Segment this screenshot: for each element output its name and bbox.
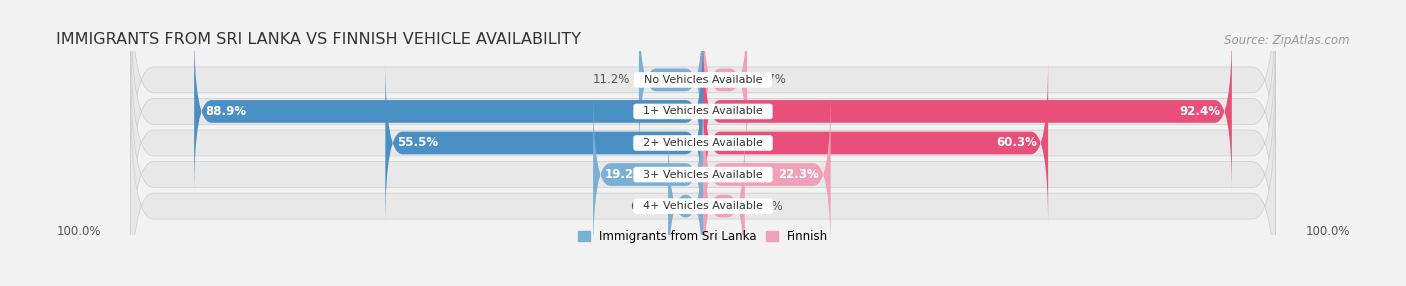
Text: 55.5%: 55.5% [396, 136, 437, 150]
FancyBboxPatch shape [131, 0, 1275, 225]
Text: 1+ Vehicles Available: 1+ Vehicles Available [636, 106, 770, 116]
FancyBboxPatch shape [703, 28, 1232, 195]
Text: 4+ Vehicles Available: 4+ Vehicles Available [636, 201, 770, 211]
Legend: Immigrants from Sri Lanka, Finnish: Immigrants from Sri Lanka, Finnish [578, 230, 828, 243]
FancyBboxPatch shape [131, 30, 1275, 256]
FancyBboxPatch shape [703, 123, 745, 286]
Text: 7.7%: 7.7% [755, 74, 786, 86]
Text: 88.9%: 88.9% [205, 105, 246, 118]
Text: 3+ Vehicles Available: 3+ Vehicles Available [636, 170, 770, 180]
FancyBboxPatch shape [131, 61, 1275, 286]
Text: 100.0%: 100.0% [56, 225, 101, 238]
Text: Source: ZipAtlas.com: Source: ZipAtlas.com [1225, 34, 1350, 47]
Text: 100.0%: 100.0% [1305, 225, 1350, 238]
FancyBboxPatch shape [131, 0, 1275, 193]
FancyBboxPatch shape [703, 91, 831, 258]
FancyBboxPatch shape [668, 123, 703, 286]
FancyBboxPatch shape [638, 0, 703, 163]
Text: 60.3%: 60.3% [995, 136, 1036, 150]
FancyBboxPatch shape [703, 0, 747, 163]
FancyBboxPatch shape [131, 93, 1275, 286]
Text: 11.2%: 11.2% [593, 74, 630, 86]
FancyBboxPatch shape [593, 91, 703, 258]
FancyBboxPatch shape [385, 60, 703, 226]
Text: No Vehicles Available: No Vehicles Available [637, 75, 769, 85]
Text: 7.3%: 7.3% [754, 200, 783, 212]
Text: 92.4%: 92.4% [1180, 105, 1220, 118]
Text: 2+ Vehicles Available: 2+ Vehicles Available [636, 138, 770, 148]
Text: 19.2%: 19.2% [605, 168, 645, 181]
FancyBboxPatch shape [194, 28, 703, 195]
Text: IMMIGRANTS FROM SRI LANKA VS FINNISH VEHICLE AVAILABILITY: IMMIGRANTS FROM SRI LANKA VS FINNISH VEH… [56, 32, 581, 47]
Text: 22.3%: 22.3% [779, 168, 820, 181]
FancyBboxPatch shape [703, 60, 1047, 226]
Text: 6.1%: 6.1% [630, 200, 659, 212]
